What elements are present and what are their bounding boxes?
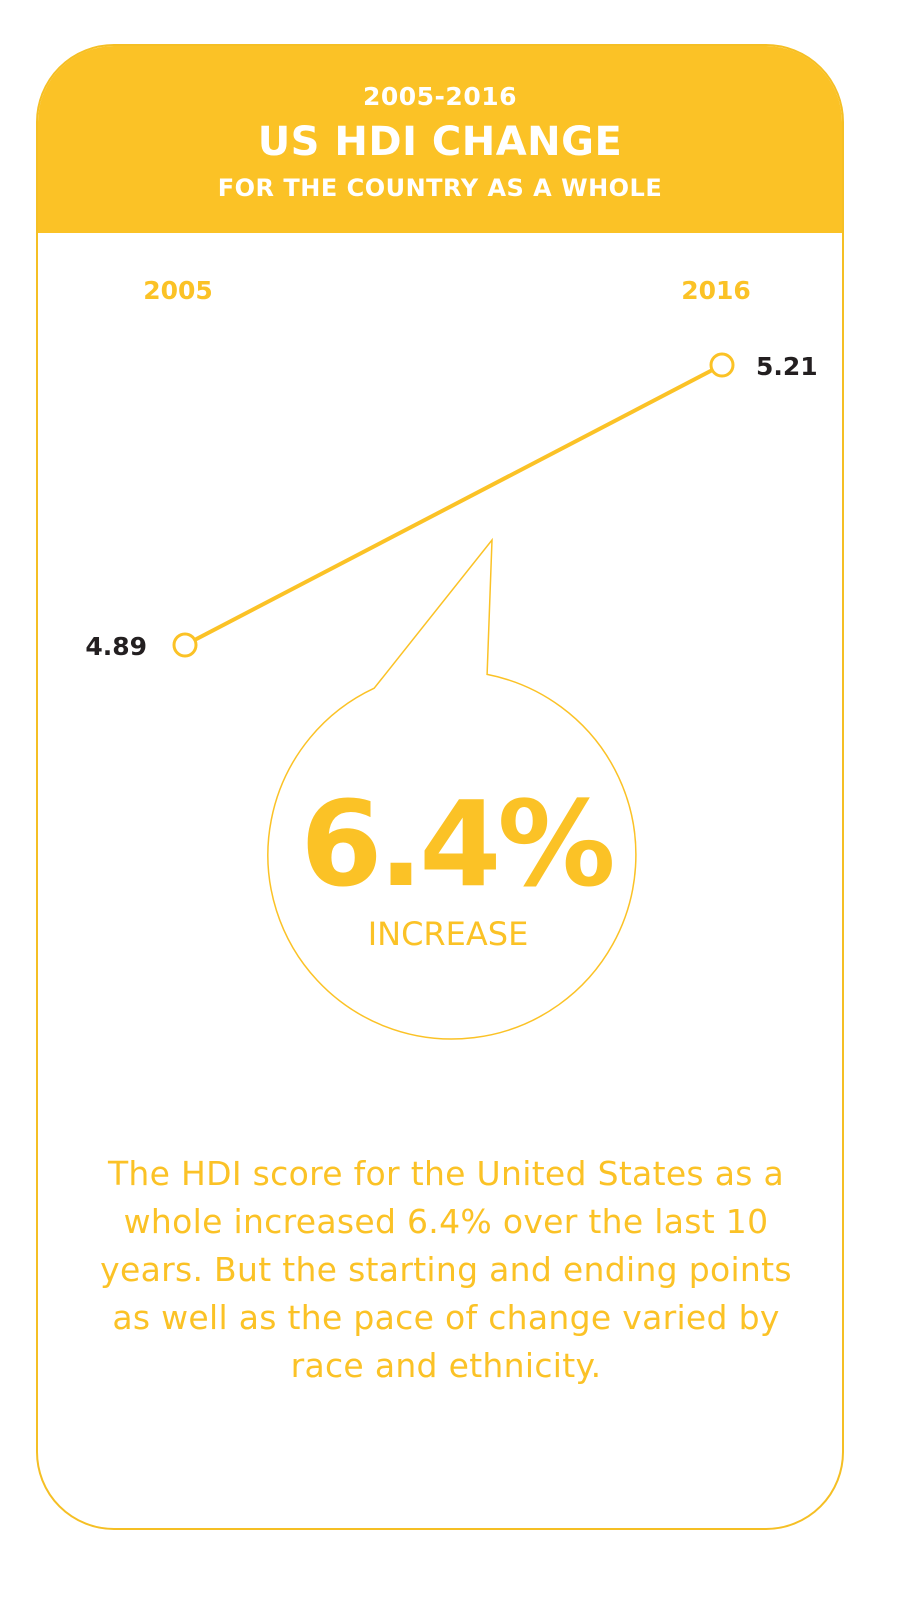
summary-text: The HDI score for the United States as a… (100, 1154, 792, 1385)
card-header: 2005-2016 US HDI CHANGE FOR THE COUNTRY … (38, 46, 842, 233)
series-line (184, 363, 723, 647)
data-point-2016 (709, 352, 735, 378)
hdi-line-chart: 2005 2016 4.89 5.21 6.4%INCREASE (85, 276, 818, 1040)
page-subtitle: FOR THE COUNTRY AS A WHOLE (217, 174, 663, 202)
callout-bubble (267, 537, 637, 1040)
data-label-2016: 5.21 (756, 352, 818, 381)
data-point-2005 (172, 632, 198, 658)
x-label-2016: 2016 (681, 276, 751, 305)
period-label: 2005-2016 (362, 82, 518, 111)
x-label-2005: 2005 (143, 276, 213, 305)
data-label-2005: 4.89 (85, 632, 147, 661)
increase-value: 6.4% (300, 775, 612, 913)
page-title: US HDI CHANGE (257, 119, 623, 165)
infographic-card: 2005-2016 US HDI CHANGE FOR THE COUNTRY … (36, 44, 844, 1530)
increase-label: INCREASE (368, 915, 529, 953)
